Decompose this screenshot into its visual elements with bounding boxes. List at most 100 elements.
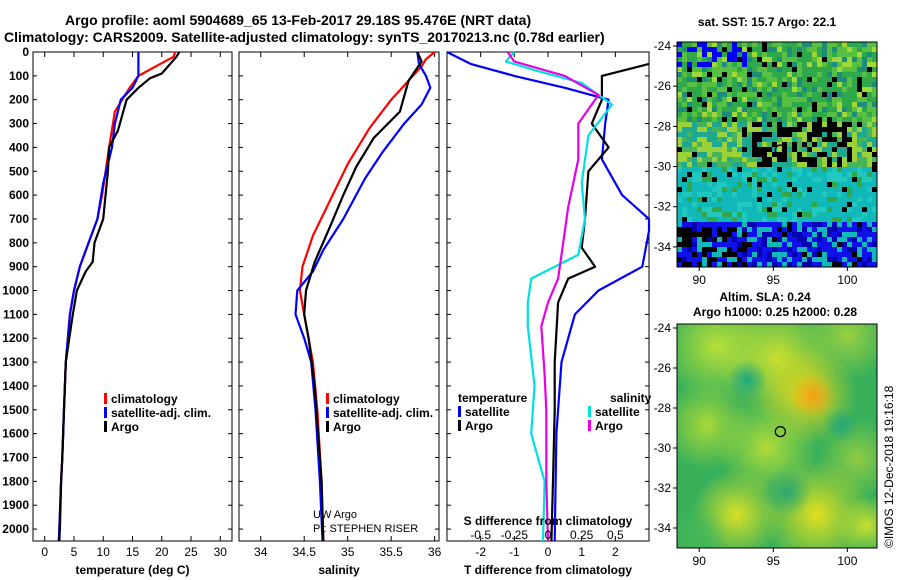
diff-legend-swatch — [588, 420, 591, 431]
temperature-legend-swatch — [104, 393, 107, 404]
sst-map-pixels — [677, 42, 877, 267]
x-tick-label: 1 — [578, 545, 585, 559]
depth-tick-label: 700 — [9, 212, 29, 226]
depth-tick-label: 1700 — [2, 451, 29, 465]
lat-tick-label: -26 — [654, 361, 672, 375]
x-tick-label: 0 — [545, 545, 552, 559]
x-tick-label: -2 — [475, 545, 486, 559]
series-line-argo — [58, 51, 181, 542]
s-diff-tick-label: 0.25 — [570, 528, 594, 542]
lon-tick-label: 90 — [693, 554, 707, 568]
difference-panel: -2 -1 0 1 2 T difference from climatology — [446, 51, 651, 577]
series-line-t-satellite — [446, 51, 651, 542]
difference-xlabel: T difference from climatology — [464, 563, 632, 577]
salinity-legend-label: Argo — [333, 420, 361, 434]
series-line-satellite-adj-clim- — [294, 51, 432, 542]
series-line-satellite-adj-clim- — [57, 52, 140, 542]
argo-position-marker — [774, 425, 786, 438]
sla-map: -24 -26 -28 -30 -32 -34 90 95 100 — [654, 321, 878, 568]
depth-tick-label: 900 — [9, 260, 29, 274]
s-diff-tick-label: -0.5 — [470, 528, 491, 542]
lat-tick-label: -28 — [654, 119, 672, 133]
salinity-legend-swatch — [326, 407, 329, 418]
diff-legend-temperature-title: temperature — [458, 391, 528, 405]
lat-tick-label: -24 — [654, 321, 672, 335]
depth-tick-label: 800 — [9, 236, 29, 250]
s-diff-xlabel: S difference from climatology — [464, 514, 633, 528]
sst-map-title: sat. SST: 15.7 Argo: 22.1 — [698, 15, 837, 29]
depth-tick-label: 400 — [9, 140, 29, 154]
depth-tick-label: 300 — [9, 117, 29, 131]
depth-tick-label: 1900 — [2, 498, 29, 512]
diff-legend-swatch — [588, 406, 591, 417]
lon-tick-label: 95 — [767, 273, 781, 287]
lat-tick-label: -30 — [654, 441, 672, 455]
temperature-legend-swatch — [104, 421, 107, 432]
lat-tick-label: -34 — [654, 240, 672, 254]
depth-tick-label: 1100 — [3, 307, 29, 321]
s-diff-tick-label: -0.25 — [501, 528, 529, 542]
series-line-t-argo — [550, 62, 650, 542]
x-tick-label: 15 — [126, 545, 140, 559]
salinity-legend-swatch — [326, 393, 329, 404]
diff-legend-right-label: satellite — [595, 405, 640, 419]
depth-tick-label: 2000 — [2, 522, 29, 536]
x-tick-label: 34.5 — [293, 545, 317, 559]
x-tick-label: 35.5 — [379, 545, 403, 559]
depth-tick-label: 1300 — [2, 355, 29, 369]
x-tick-label: 25 — [184, 545, 198, 559]
x-tick-label: 0 — [41, 545, 48, 559]
sla-map-title: Altim. SLA: 0.24 — [719, 290, 811, 304]
x-tick-label: 20 — [155, 545, 169, 559]
imos-credit: ©IMOS 12-Dec-2018 19:16:18 — [882, 385, 896, 548]
lat-tick-label: -26 — [654, 79, 672, 93]
x-tick-label: 5 — [71, 545, 78, 559]
temperature-legend-label: climatology — [111, 392, 178, 406]
diff-legend-left-label: satellite — [465, 405, 510, 419]
salinity-xlabel: salinity — [318, 563, 360, 577]
diff-legend-swatch — [458, 420, 461, 431]
x-tick-label: 34 — [254, 545, 268, 559]
depth-tick-label: 1400 — [2, 379, 29, 393]
lat-tick-label: -32 — [654, 481, 672, 495]
sst-map: -24 -26 -28 -30 -32 -34 90 95 100 — [654, 39, 878, 287]
series-line-argo — [303, 51, 423, 542]
pi-credit-line2: PI: STEPHEN RISER — [313, 523, 418, 535]
lon-tick-label: 95 — [767, 554, 781, 568]
temperature-xlabel: temperature (deg C) — [75, 563, 189, 577]
sst-map-frame — [676, 41, 878, 268]
salinity-panel: 34 34.5 35 35.5 36 salinity — [238, 51, 442, 577]
depth-tick-label: 100 — [9, 69, 29, 83]
temperature-legend-label: Argo — [111, 420, 139, 434]
depth-tick-label: 1000 — [2, 284, 29, 298]
sla-map-frame — [676, 323, 878, 549]
chart-title-line2: Climatology: CARS2009. Satellite-adjuste… — [4, 29, 605, 45]
temperature-legend-swatch — [104, 407, 107, 418]
sla-map-subtitle: Argo h1000: 0.25 h2000: 0.28 — [693, 305, 857, 319]
sla-map-pixels — [677, 324, 877, 548]
lon-tick-label: 100 — [837, 273, 857, 287]
depth-tick-label: 1500 — [2, 403, 29, 417]
argo-position-marker — [774, 144, 786, 156]
diff-legend-left-label: Argo — [465, 419, 493, 433]
lat-tick-label: -30 — [654, 160, 672, 174]
salinity-legend-label: climatology — [333, 392, 400, 406]
lat-tick-label: -34 — [654, 521, 672, 535]
temperature-legend-label: satellite-adj. clim. — [111, 406, 211, 420]
temperature-panel: 0 5 10 15 20 25 30 temperature (deg C) — [32, 51, 233, 577]
salinity-legend-label: satellite-adj. clim. — [333, 406, 433, 420]
depth-tick-label: 1800 — [2, 474, 29, 488]
diff-legend-salinity-title: salinity — [610, 391, 652, 405]
lon-tick-label: 90 — [693, 273, 707, 287]
x-tick-label: -1 — [509, 545, 520, 559]
diff-legend-swatch — [458, 406, 461, 417]
lon-tick-label: 100 — [837, 554, 857, 568]
x-tick-label: 30 — [214, 545, 228, 559]
depth-tick-label: 600 — [9, 188, 29, 202]
depth-tick-label: 500 — [9, 164, 29, 178]
x-tick-label: 36 — [428, 545, 442, 559]
lat-tick-label: -28 — [654, 401, 672, 415]
pi-credit-line1: UW Argo — [313, 509, 357, 521]
series-line-s-argo — [506, 51, 600, 542]
